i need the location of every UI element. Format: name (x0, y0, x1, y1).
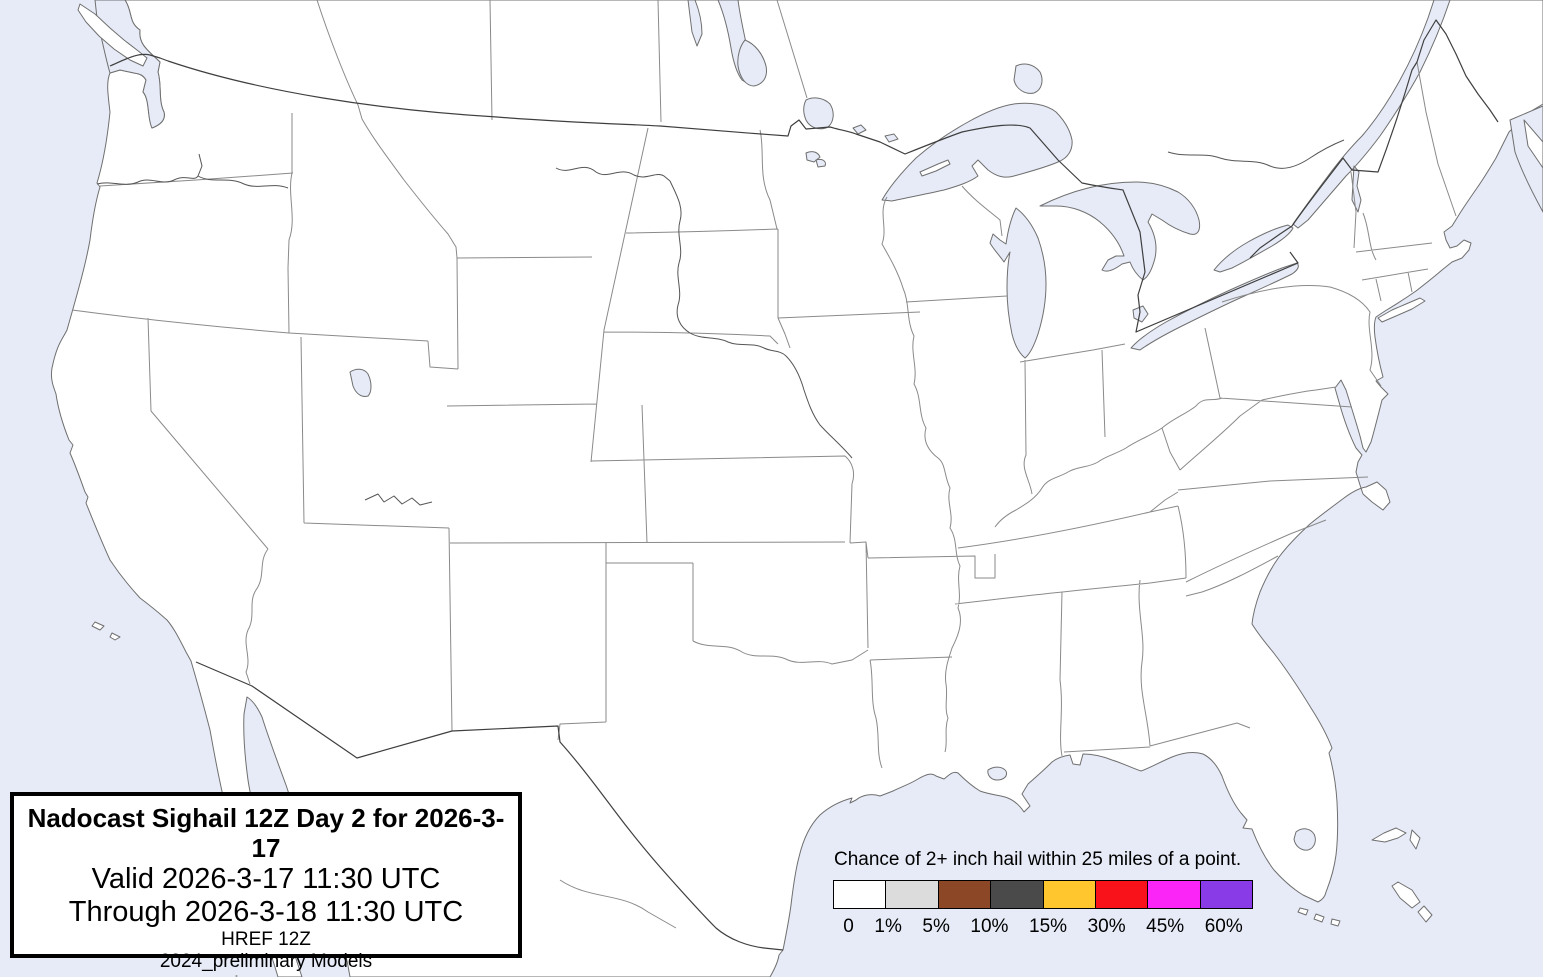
legend-swatch-45 (1147, 880, 1201, 909)
lake-st-clair (1132, 305, 1149, 323)
forecast-valid-time: Valid 2026-3-17 11:30 UTC (91, 863, 441, 895)
forecast-title-box: Nadocast Sighail 12Z Day 2 for 2026-3-17… (10, 792, 522, 977)
vancouver-island (77, 3, 148, 67)
legend-swatch-5 (937, 880, 992, 909)
legend-label: 60% (1204, 916, 1243, 937)
water-bodies (94, 0, 1543, 851)
bahamas-island-3 (1391, 881, 1421, 909)
north-america-landmass (51, 0, 1543, 977)
legend-swatch-30 (1094, 880, 1149, 909)
legend-swatch-60 (1199, 880, 1253, 909)
legend-label: 5% (922, 916, 950, 937)
lake-nipigon (1013, 63, 1043, 94)
legend-label: 30% (1087, 916, 1126, 937)
legend-swatch-1 (885, 880, 939, 909)
st-lawrence-river (1292, 0, 1451, 229)
forecast-models-label: 2024_preliminary Models (159, 951, 373, 972)
isle-royale (919, 159, 951, 177)
legend-swatch-10 (990, 880, 1044, 909)
lake-superior (881, 102, 1073, 202)
legend-label-row: 0 1% 5% 10% 15% 30% 45% 60% (833, 916, 1253, 938)
lake-okeechobee (1293, 828, 1316, 851)
legend-swatch-15 (1042, 880, 1096, 909)
legend-label: 0 (843, 916, 854, 937)
legend-swatch-row (833, 880, 1253, 909)
lake-michigan (989, 207, 1047, 359)
lake-huron (1039, 181, 1201, 281)
lake-ontario (1213, 224, 1294, 273)
legend-swatch-0 (833, 880, 887, 909)
legend-label: 1% (874, 916, 902, 937)
site-link-row: nadocast.com (14, 973, 518, 977)
islands (77, 3, 1543, 927)
lake-manitoba (687, 0, 703, 47)
channel-island-2 (109, 632, 121, 641)
forecast-title: Nadocast Sighail 12Z Day 2 for 2026-3-17 (27, 803, 505, 863)
channel-island-1 (91, 621, 105, 631)
legend-title: Chance of 2+ inch hail within 25 miles o… (834, 849, 1242, 870)
nova-scotia (1523, 119, 1543, 169)
legend-label: 15% (1029, 916, 1068, 937)
lake-winnipegosis (737, 39, 767, 87)
bahamas-island-4 (1417, 905, 1433, 923)
legend-label: 10% (970, 916, 1009, 937)
border-lake (884, 133, 899, 143)
forecast-model-run: HREF 12Z (221, 929, 311, 950)
nadocast-site-link[interactable]: nadocast.com (207, 973, 325, 977)
landmass (51, 0, 1543, 977)
lake-erie (1130, 262, 1299, 351)
bahamas-island-2 (1409, 829, 1421, 850)
lower-red-lake (815, 158, 826, 168)
bahamas-island-1 (1371, 827, 1407, 843)
florida-keys (1297, 907, 1341, 927)
great-salt-lake (349, 368, 372, 397)
rivers (96, 139, 1345, 506)
long-island (1377, 297, 1426, 323)
forecast-through-time: Through 2026-3-18 11:30 UTC (68, 896, 464, 928)
legend-label: 45% (1146, 916, 1185, 937)
state-borders (71, 0, 1457, 929)
national-borders (109, 19, 1499, 951)
lake-pontchartrain (987, 766, 1007, 781)
probability-legend: Chance of 2+ inch hail within 25 miles o… (833, 849, 1254, 938)
rainy-lake (852, 124, 867, 135)
